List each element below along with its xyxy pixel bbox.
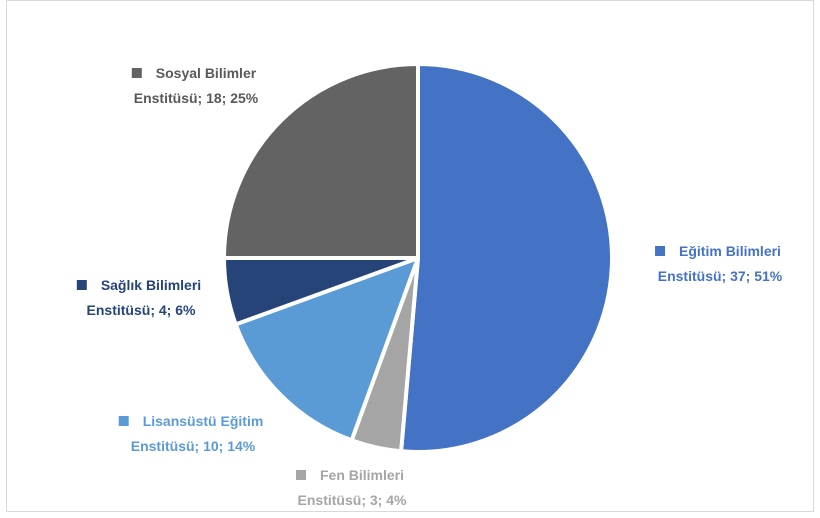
pie-slices	[222, 62, 614, 454]
pie-slice-4	[222, 62, 420, 260]
data-labels: Eğitim Bilimleri Enstitüsü; 37; 51% Fen Bi…	[76, 65, 783, 508]
data-label-4: Sosyal Bilimler Enstitüsü; 18; 25%	[131, 65, 259, 106]
pie-slice-2	[233, 256, 420, 443]
data-label-line2: Enstitüsü; 10; 14%	[131, 438, 256, 454]
data-label-line2: Enstitüsü; 3; 4%	[298, 492, 407, 508]
data-label-3: Sağlık Bilimleri Enstitüsü; 4; 6%	[76, 277, 201, 318]
legend-key-3	[76, 280, 87, 290]
legend-key-1	[295, 470, 306, 480]
data-label-2: Lisansüstü Eğitim Enstitüsü; 10; 14%	[118, 413, 264, 454]
data-label-line2: Enstitüsü; 18; 25%	[134, 90, 259, 106]
legend-key-2	[118, 416, 129, 426]
legend-key-4	[131, 68, 142, 78]
data-label-1: Fen Bilimleri Enstitüsü; 3; 4%	[295, 467, 407, 508]
data-label-line2: Enstitüsü; 37; 51%	[658, 268, 783, 284]
pie-slice-0	[399, 62, 614, 454]
data-label-line1: Sosyal Bilimler	[156, 65, 257, 81]
data-label-line1: Eğitim Bilimleri	[679, 243, 781, 259]
legend-key-0	[655, 246, 666, 256]
data-label-0: Eğitim Bilimleri Enstitüsü; 37; 51%	[655, 243, 783, 284]
data-label-line2: Enstitüsü; 4; 6%	[87, 302, 196, 318]
data-label-line1: Lisansüstü Eğitim	[143, 413, 264, 429]
data-label-line1: Sağlık Bilimleri	[101, 277, 201, 293]
data-label-line1: Fen Bilimleri	[320, 467, 404, 483]
